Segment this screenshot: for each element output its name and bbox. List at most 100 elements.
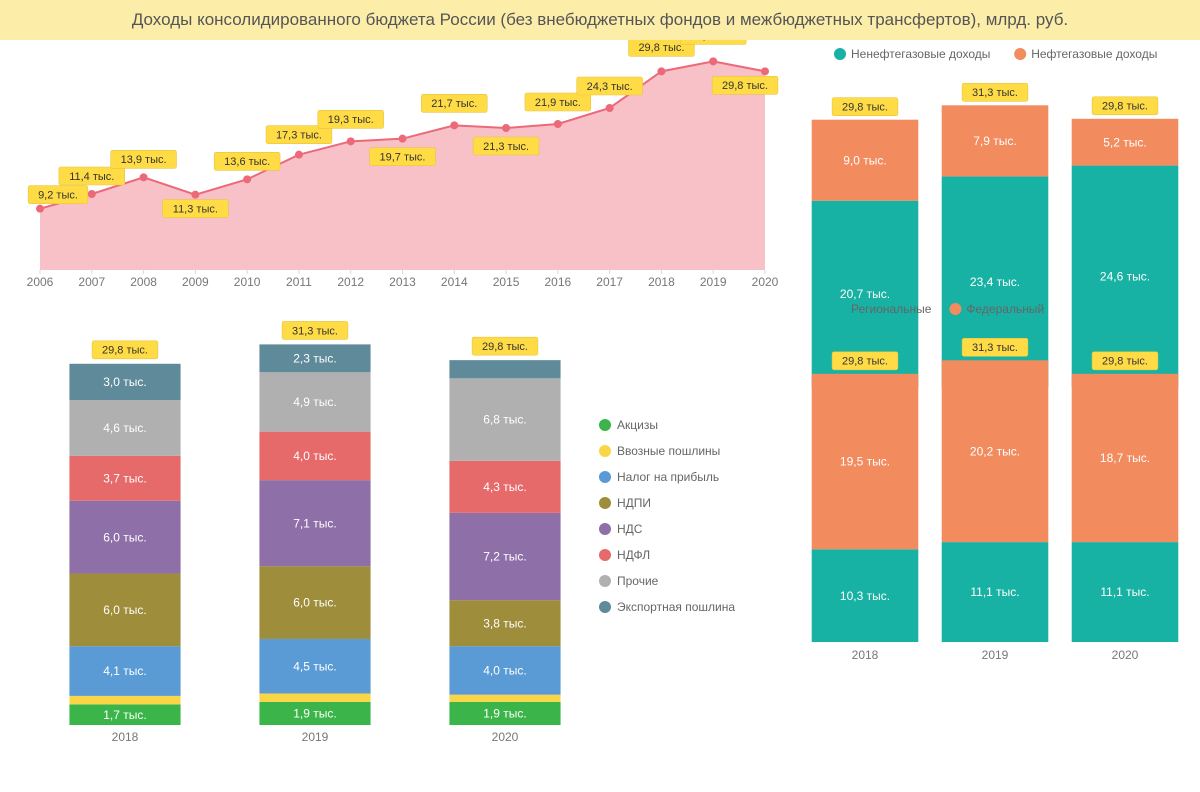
x-axis-year: 2019 [982, 648, 1009, 662]
legend-label: Нефтегазовые доходы [1031, 47, 1157, 61]
segment-value: 3,7 тыс. [103, 472, 146, 486]
value-label: 24,3 тыс. [587, 81, 633, 93]
legend-label: Налог на прибыль [617, 470, 719, 484]
bar-segment [449, 360, 560, 378]
legend-swatch [599, 419, 611, 431]
legend-label: НДПИ [617, 496, 651, 510]
segment-value: 4,3 тыс. [483, 480, 526, 494]
x-axis-year: 2008 [130, 275, 157, 289]
area-chart-panel: 2006200720082009201020112012201320142015… [0, 40, 780, 295]
x-axis-year: 2010 [234, 275, 261, 289]
x-axis-year: 2018 [852, 648, 879, 662]
bar-segment [69, 696, 180, 704]
legend-swatch [1014, 48, 1026, 60]
data-marker [399, 135, 407, 143]
data-marker [36, 205, 44, 213]
data-marker [502, 124, 510, 132]
value-label: 29,8 тыс. [842, 356, 888, 368]
x-axis-year: 2011 [286, 275, 312, 289]
value-label: 31,3 тыс. [690, 40, 736, 42]
data-marker [191, 191, 199, 199]
value-label: 13,6 тыс. [224, 156, 270, 168]
segment-value: 5,2 тыс. [1103, 135, 1146, 149]
x-axis-year: 2020 [1112, 648, 1139, 662]
legend-swatch [599, 523, 611, 535]
x-axis-year: 2018 [648, 275, 675, 289]
legend-swatch [834, 303, 846, 315]
x-axis-year: 2012 [337, 275, 364, 289]
value-label: 29,8 тыс. [1102, 101, 1148, 113]
data-marker [554, 120, 562, 128]
segment-value: 7,1 тыс. [293, 516, 336, 530]
legend-label: Акцизы [617, 418, 658, 432]
data-marker [295, 151, 303, 159]
segment-value: 6,0 тыс. [293, 596, 336, 610]
segment-value: 1,7 тыс. [103, 708, 146, 722]
legend-swatch [599, 575, 611, 587]
x-axis-year: 2017 [596, 275, 623, 289]
x-axis-year: 2019 [302, 730, 329, 744]
segment-value: 4,5 тыс. [293, 659, 336, 673]
data-marker [347, 137, 355, 145]
bar-segment [449, 695, 560, 702]
data-marker [243, 175, 251, 183]
segment-value: 2,3 тыс. [293, 352, 336, 366]
value-label: 31,3 тыс. [292, 325, 338, 337]
x-axis-year: 2016 [545, 275, 572, 289]
legend-swatch [599, 601, 611, 613]
data-marker [450, 121, 458, 129]
legend-label: Экспортная пошлина [617, 600, 735, 614]
value-label: 31,3 тыс. [972, 87, 1018, 99]
value-label: 29,8 тыс. [102, 345, 148, 357]
segment-value: 4,9 тыс. [293, 395, 336, 409]
value-label: 21,7 тыс. [431, 98, 477, 110]
segment-value: 6,8 тыс. [483, 413, 526, 427]
segment-value: 20,2 тыс. [970, 444, 1020, 458]
segment-value: 4,0 тыс. [483, 664, 526, 678]
legend-swatch [834, 48, 846, 60]
segment-value: 10,3 тыс. [840, 589, 890, 603]
legend-label: Федеральный [966, 302, 1044, 316]
x-axis-year: 2015 [493, 275, 520, 289]
oil-nonoil-panel: Ненефтегазовые доходы Нефтегазовые доходы… [780, 40, 1200, 295]
legend-label: Прочие [617, 574, 659, 588]
segment-value: 7,2 тыс. [483, 550, 526, 564]
x-axis-year: 2009 [182, 275, 209, 289]
legend-label: Ввозные пошлины [617, 444, 720, 458]
legend-swatch [599, 549, 611, 561]
value-label: 13,9 тыс. [121, 154, 167, 166]
segment-value: 1,9 тыс. [293, 707, 336, 721]
data-marker [709, 57, 717, 65]
data-marker [88, 190, 96, 198]
chart-title: Доходы консолидированного бюджета России… [0, 0, 1200, 40]
segment-value: 3,8 тыс. [483, 616, 526, 630]
segment-value: 24,6 тыс. [1100, 269, 1150, 283]
segment-value: 4,0 тыс. [293, 449, 336, 463]
value-label: 19,7 тыс. [380, 152, 426, 164]
value-label: 29,8 тыс. [1102, 356, 1148, 368]
segment-value: 23,4 тыс. [970, 275, 1020, 289]
x-axis-year: 2018 [112, 730, 139, 744]
x-axis-year: 2013 [389, 275, 416, 289]
legend-label: Региональные [851, 302, 932, 316]
legend-label: Ненефтегазовые доходы [851, 47, 990, 61]
segment-value: 4,1 тыс. [103, 664, 146, 678]
data-marker [761, 67, 769, 75]
segment-value: 1,9 тыс. [483, 707, 526, 721]
x-axis-year: 2019 [700, 275, 727, 289]
segment-value: 11,1 тыс. [1100, 585, 1149, 599]
legend-swatch [599, 471, 611, 483]
value-label: 29,8 тыс. [482, 341, 528, 353]
value-label: 19,3 тыс. [328, 114, 374, 126]
segment-value: 3,0 тыс. [103, 375, 146, 389]
value-label: 29,8 тыс. [722, 80, 768, 92]
x-axis-year: 2007 [78, 275, 105, 289]
tax-breakdown-panel: 1,7 тыс.4,1 тыс.6,0 тыс.6,0 тыс.3,7 тыс.… [0, 295, 780, 750]
x-axis-year: 2020 [492, 730, 519, 744]
dashboard-grid: 2006200720082009201020112012201320142015… [0, 40, 1200, 792]
value-label: 21,3 тыс. [483, 141, 529, 153]
value-label: 17,3 тыс. [276, 130, 322, 142]
segment-value: 4,6 тыс. [103, 421, 146, 435]
segment-value: 19,5 тыс. [840, 455, 890, 469]
value-label: 29,8 тыс. [842, 102, 888, 114]
